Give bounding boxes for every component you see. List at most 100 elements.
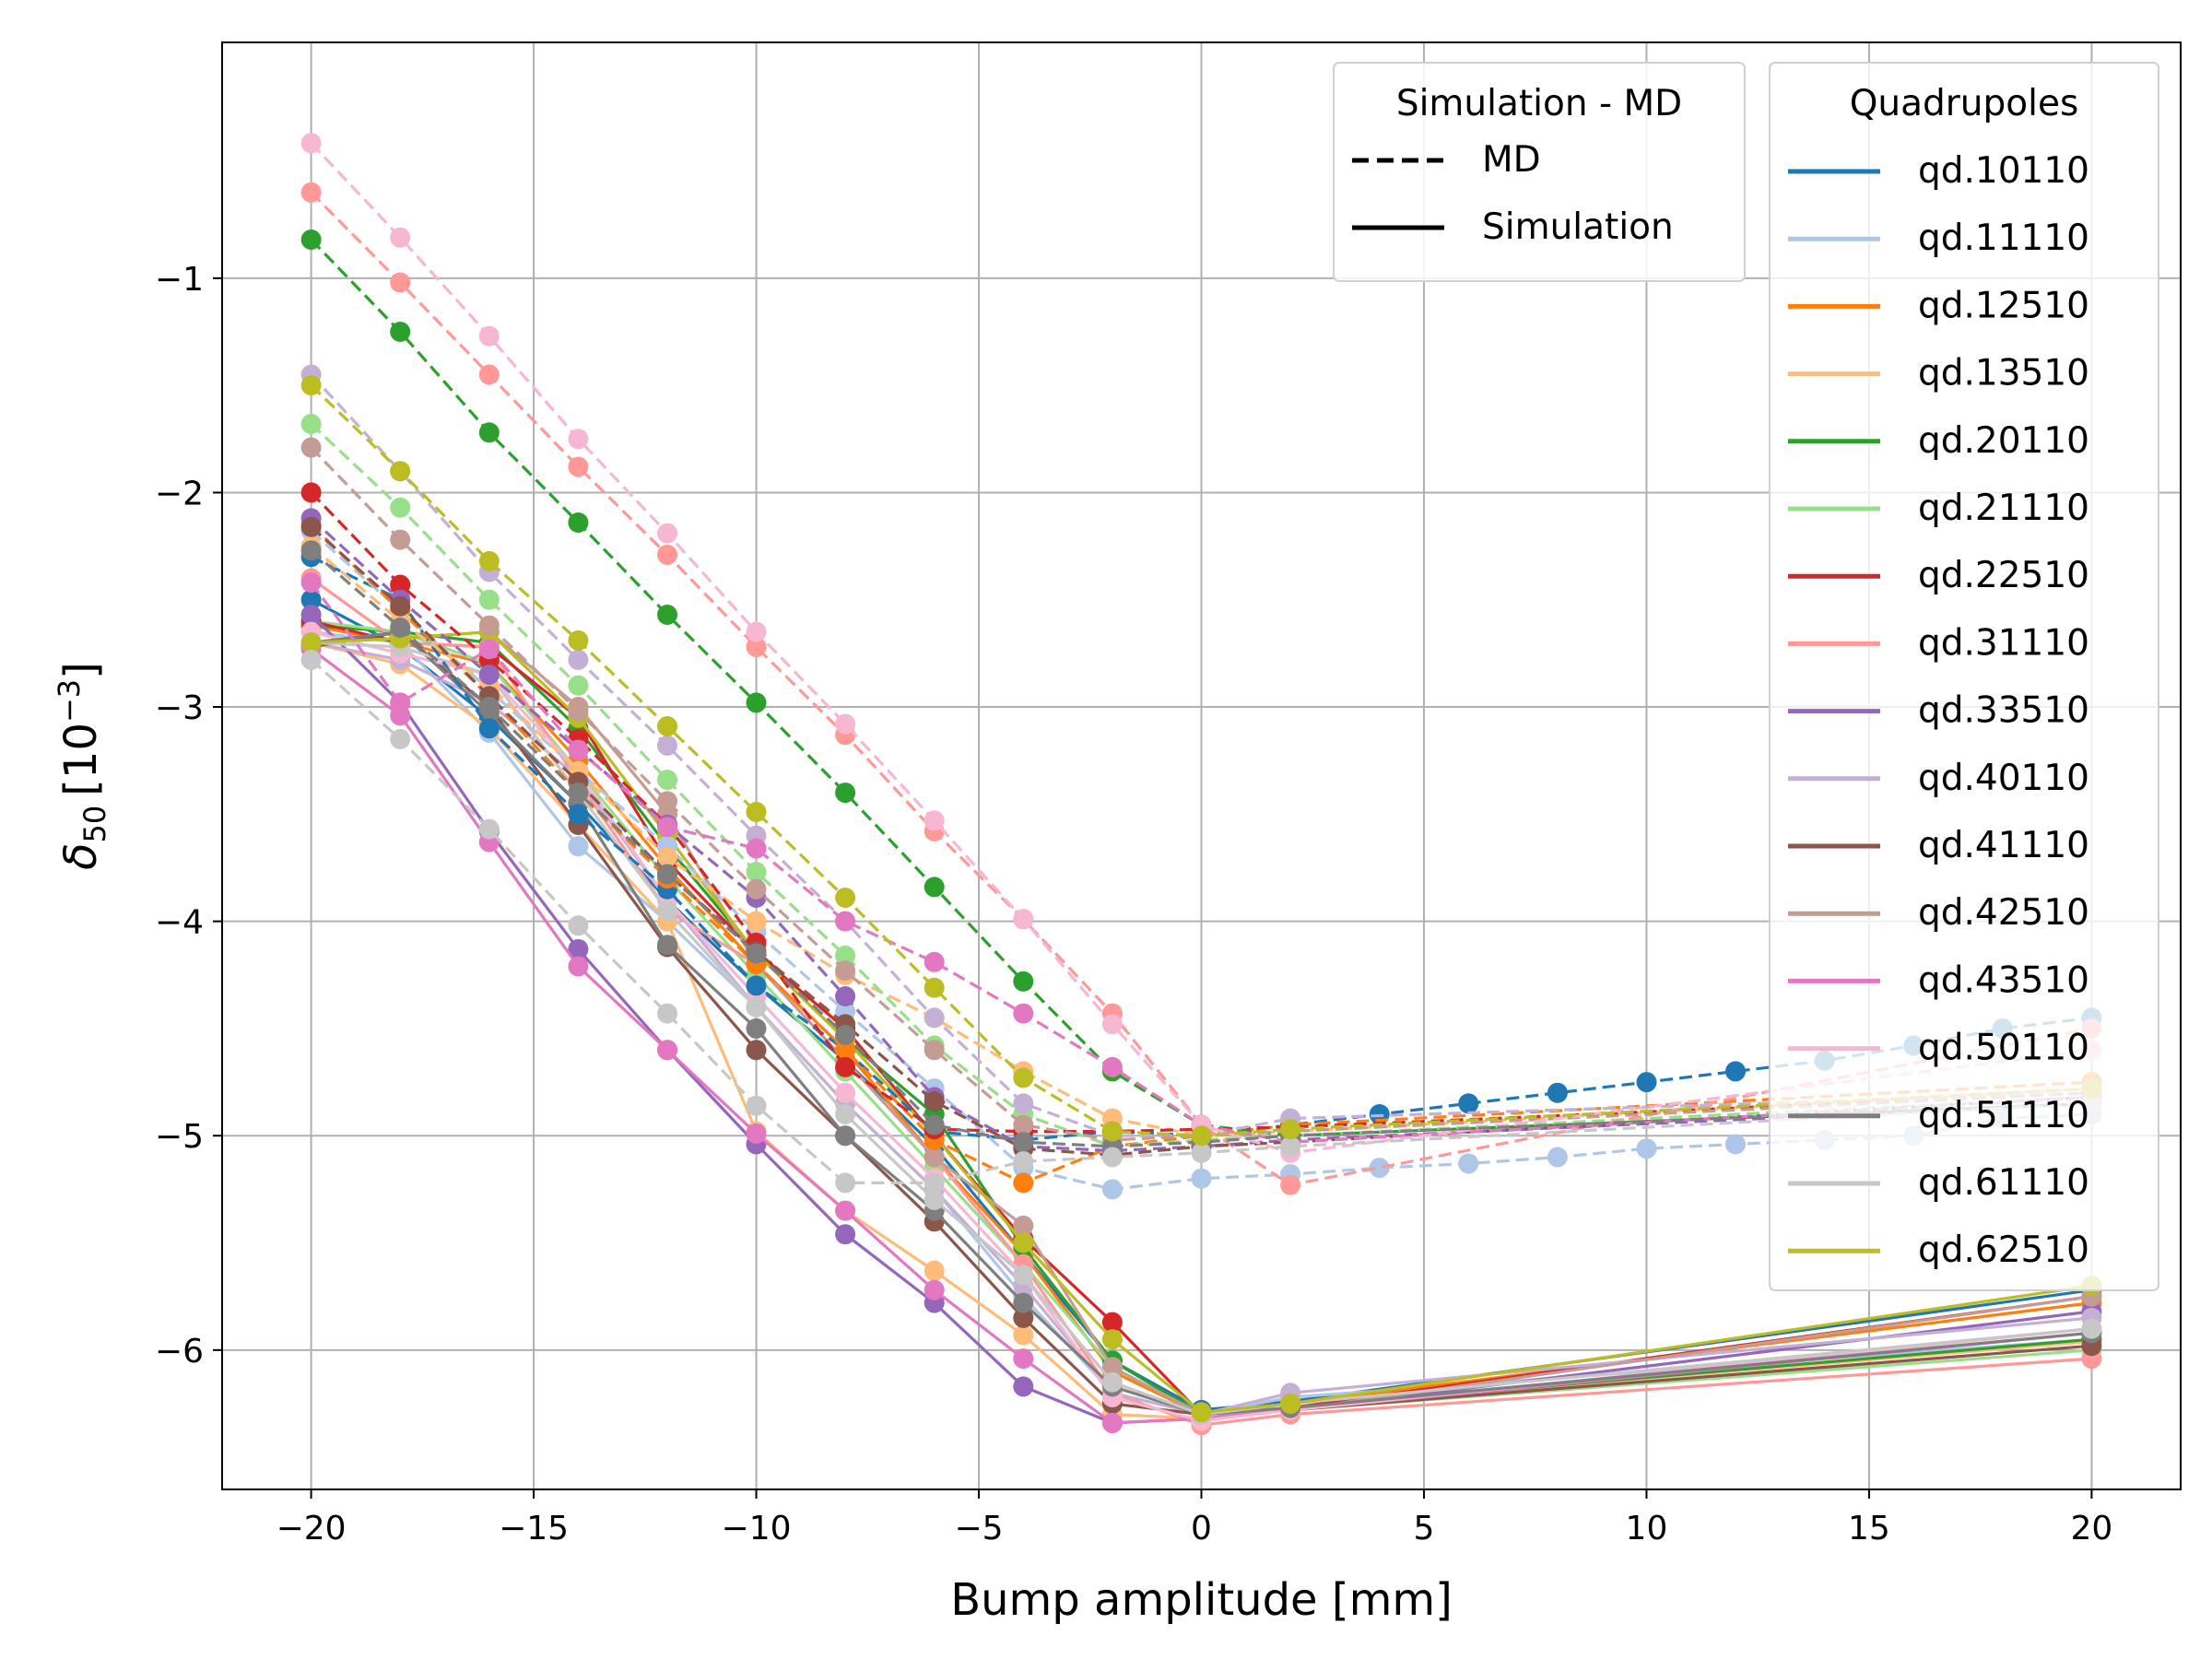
md-point-qd.51110 [835,1024,856,1045]
md-point-qd.50110 [924,810,945,831]
y-tick-label: −5 [155,1118,204,1156]
md-point-qd.21110 [657,770,677,791]
legend-quad-label: qd.62510 [1918,1230,2089,1271]
md-point-qd.20110 [657,605,677,625]
legend-quad-label: qd.22510 [1918,555,2089,596]
x-tick-label: −5 [954,1510,1003,1547]
legend-quad-label: qd.40110 [1918,758,2089,799]
md-point-qd.61110 [1191,1142,1212,1163]
sim-point-qd.61110 [746,996,767,1018]
md-point-qd.62510 [835,888,856,908]
sim-point-qd.62510 [300,632,322,653]
md-point-qd.62510 [924,977,945,998]
md-point-qd.62510 [1280,1119,1301,1140]
md-point-qd.21110 [746,862,767,883]
md-point-qd.20110 [478,422,500,443]
sim-point-qd.33510 [300,605,322,625]
md-point-qd.11110 [1101,1179,1123,1200]
md-point-qd.50110 [746,621,767,642]
md-point-qd.62510 [1191,1125,1212,1147]
md-point-qd.10110 [568,804,589,825]
sim-point-qd.51110 [835,1125,856,1147]
md-point-qd.12510 [835,1040,856,1061]
md-point-qd.33510 [478,665,500,686]
sim-point-qd.62510 [1191,1402,1212,1423]
md-point-qd.50110 [1013,909,1034,930]
legend-quad-label: qd.11110 [1918,218,2089,259]
legend-quad-label: qd.12510 [1918,285,2089,326]
md-point-qd.50110 [835,713,856,735]
md-point-qd.61110 [300,649,322,670]
md-point-qd.61110 [1013,1151,1034,1172]
y-label-close: ] [55,662,107,679]
sim-point-qd.10110 [300,589,322,610]
sim-point-qd.51110 [746,1018,767,1039]
md-point-qd.12510 [1013,1172,1034,1194]
legend-quads-title: Quadrupoles [1850,83,2079,124]
md-point-qd.43510 [478,639,500,660]
legend-style: Simulation - MD MD Simulation [1333,62,1746,282]
y-label-exponent: −3 [52,679,87,723]
sim-point-qd.61110 [835,1104,856,1124]
md-point-qd.42510 [390,529,411,550]
sim-point-qd.42510 [1013,1215,1034,1236]
legend-quad-label: qd.13510 [1918,353,2089,394]
sim-point-qd.13510 [924,1260,945,1281]
legend-quad-label: qd.43510 [1918,959,2089,1001]
md-point-qd.10110 [1547,1082,1568,1103]
md-point-qd.20110 [924,877,945,898]
md-point-qd.20110 [568,512,589,533]
md-point-qd.21110 [478,589,500,610]
md-point-qd.50110 [390,227,411,248]
md-point-qd.43510 [835,911,856,932]
md-point-qd.61110 [835,1172,856,1194]
y-axis-label: δ50 [10−3] [52,662,112,870]
md-point-qd.50110 [478,325,500,347]
md-point-qd.13510 [746,911,767,932]
y-label-delta: δ [55,843,107,870]
md-point-qd.31110 [1280,1174,1301,1195]
md-point-qd.21110 [300,414,322,434]
md-point-qd.21110 [568,675,589,696]
sim-point-qd.13510 [1013,1324,1034,1346]
md-point-qd.22510 [835,1056,856,1077]
sim-point-qd.43510 [924,1279,945,1300]
md-point-qd.11110 [1725,1134,1746,1155]
sim-point-qd.42510 [924,1147,945,1168]
md-point-qd.11110 [1458,1153,1479,1174]
md-point-qd.11110 [1547,1147,1568,1168]
md-point-qd.13510 [657,846,677,867]
md-point-qd.11110 [1369,1158,1390,1179]
legend-style-label: Simulation [1482,206,1674,248]
md-point-qd.42510 [568,700,589,722]
sim-point-qd.43510 [568,956,589,977]
md-point-qd.43510 [1013,1003,1034,1024]
x-tick-label: −15 [499,1510,569,1547]
y-label-subscript: 50 [77,806,112,843]
sim-point-qd.61110 [2081,1318,2102,1339]
y-label-open: [10 [55,723,107,796]
sim-point-qd.62510 [1101,1329,1123,1350]
md-point-qd.41110 [300,516,322,537]
md-point-qd.40110 [568,649,589,670]
x-tick-label: 0 [1191,1510,1212,1547]
ticks: −20 −15 −10 −5 0 5 10 15 20 −6 −5 −4 −3 −2 −1 [155,261,2112,1547]
md-point-qd.31110 [478,364,500,385]
md-point-qd.31110 [657,544,677,565]
md-point-qd.40110 [657,735,677,756]
md-point-qd.62510 [746,802,767,822]
sim-point-qd.33510 [568,938,589,959]
sim-point-qd.43510 [1013,1348,1034,1370]
md-point-qd.61110 [924,1172,945,1194]
md-point-qd.20110 [390,322,411,342]
md-point-qd.42510 [478,615,500,636]
sim-point-qd.11110 [568,836,589,857]
legend-quadrupoles: Quadrupoles qd.10110 qd.11110 qd.12510 qd.13… [1769,62,2159,1291]
md-point-qd.51110 [657,864,677,885]
md-point-qd.22510 [300,482,322,503]
sim-point-qd.41110 [1013,1307,1034,1328]
md-point-qd.62510 [1013,1067,1034,1088]
md-point-qd.51110 [568,782,589,804]
sim-point-qd.43510 [746,1123,767,1144]
